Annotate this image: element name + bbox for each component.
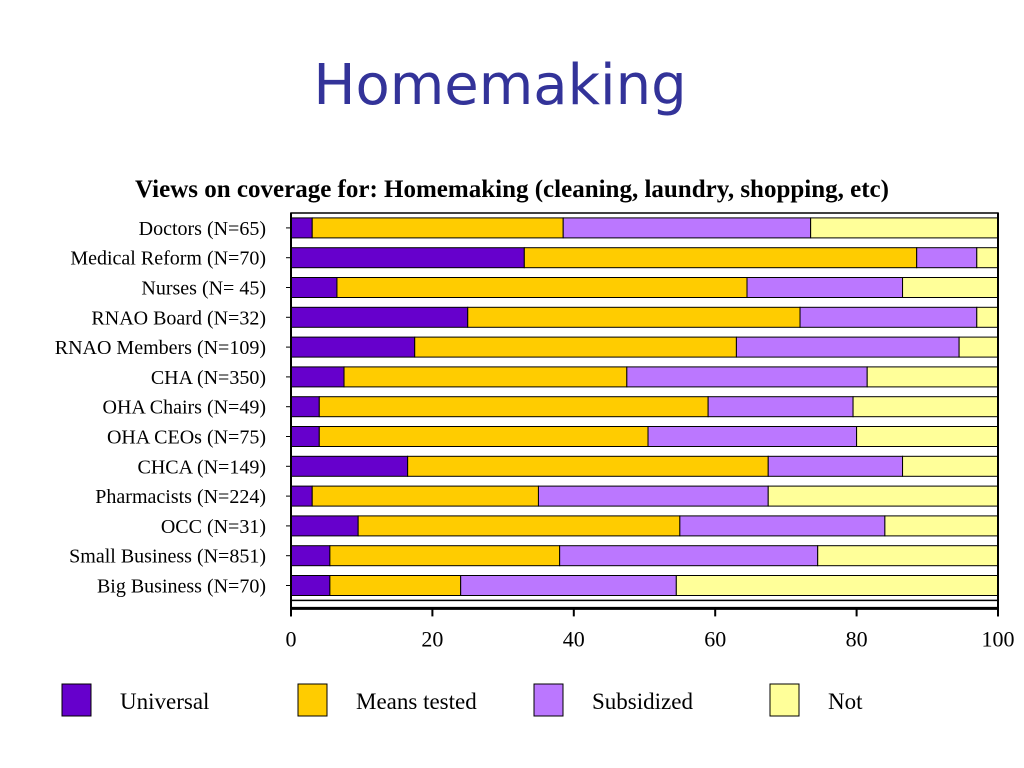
legend-label: Universal <box>120 689 209 714</box>
bar-segment <box>290 575 331 596</box>
bar-segment <box>357 515 681 537</box>
x-tick-label: 80 <box>846 626 868 651</box>
bar-segment <box>562 217 812 239</box>
bar-segment <box>343 366 628 388</box>
bar-segment <box>559 545 819 567</box>
category-label: RNAO Members (N=109) <box>55 337 266 359</box>
bar-segment <box>537 485 769 507</box>
bar-segment <box>735 336 960 358</box>
category-label: Small Business (N=851) <box>69 546 266 568</box>
category-label: Doctors (N=65) <box>139 218 266 240</box>
bar-segment <box>290 545 331 567</box>
x-tick-label: 100 <box>982 626 1015 651</box>
bar-segment <box>767 455 904 477</box>
x-axis: 0 20 40 60 80 100 <box>286 212 1015 651</box>
category-label: OCC (N=31) <box>161 516 266 538</box>
category-labels: Doctors (N=65) Medical Reform (N=70) Nurse… <box>55 218 266 598</box>
bar-segment <box>311 485 539 507</box>
bar-segment <box>679 515 886 537</box>
bar-segment <box>311 217 564 239</box>
bar-segment <box>290 396 320 418</box>
bar-segment <box>414 336 737 358</box>
bar-segment <box>884 515 999 537</box>
bar-segment <box>290 455 409 477</box>
x-tick-label: 60 <box>704 626 726 651</box>
chart-title: Views on coverage for: Homemaking (clean… <box>135 176 889 203</box>
bar-segment <box>290 277 338 298</box>
bar-segment <box>958 336 999 358</box>
bar-segment <box>407 455 769 477</box>
bar-segment <box>902 455 999 477</box>
bar-segment <box>916 247 978 269</box>
category-label: Pharmacists (N=224) <box>95 486 266 508</box>
bar-segment <box>467 306 801 328</box>
x-tick-label: 40 <box>563 626 585 651</box>
x-tick-label: 0 <box>286 626 297 651</box>
bar-segment <box>329 575 462 596</box>
category-label: OHA Chairs (N=49) <box>103 397 267 419</box>
bar-segment <box>799 306 978 328</box>
legend-label: Means tested <box>356 689 477 714</box>
category-label: Big Business (N=70) <box>97 576 266 598</box>
bar-segment <box>976 306 999 328</box>
bar-segment <box>329 545 561 567</box>
bar-segment <box>707 396 854 418</box>
bar-segment <box>290 485 313 507</box>
bar-segment <box>290 217 313 239</box>
bar-segment <box>767 485 999 507</box>
bar-segment <box>856 426 999 447</box>
bar-segment <box>290 426 320 447</box>
bar-segment <box>318 396 709 418</box>
legend-swatch <box>769 683 800 717</box>
bar-segment <box>460 575 677 596</box>
bar-segment <box>810 217 999 239</box>
bar-segment <box>290 306 469 328</box>
bar-segment <box>647 426 858 447</box>
legend-swatch <box>61 683 92 717</box>
category-label: OHA CEOs (N=75) <box>107 427 266 449</box>
category-label: Medical Reform (N=70) <box>70 248 266 270</box>
bar-segment <box>318 426 649 447</box>
bar-segment <box>290 366 345 388</box>
bar-segment <box>523 247 918 269</box>
bar-segment <box>817 545 999 567</box>
bar-segment <box>290 247 525 269</box>
bar-segment <box>852 396 999 418</box>
legend-swatch <box>533 683 564 717</box>
category-label: CHA (N=350) <box>151 367 266 389</box>
bars-group <box>290 217 999 596</box>
bar-segment <box>902 277 999 298</box>
bar-segment <box>336 277 748 298</box>
bar-segment <box>866 366 999 388</box>
bar-segment <box>626 366 868 388</box>
bar-segment <box>675 575 999 596</box>
legend: Universal Means tested Subsidized Not <box>61 683 863 717</box>
bar-segment <box>746 277 904 298</box>
slide-title: Homemaking <box>313 53 687 118</box>
legend-swatch <box>297 683 328 717</box>
category-label: Nurses (N= 45) <box>141 278 266 300</box>
bar-segment <box>290 336 416 358</box>
bar-segment <box>976 247 999 269</box>
bar-segment <box>290 515 359 537</box>
category-label: CHCA (N=149) <box>137 456 266 478</box>
category-label: RNAO Board (N=32) <box>91 307 266 329</box>
x-tick-label: 20 <box>421 626 443 651</box>
legend-label: Subsidized <box>592 689 693 714</box>
legend-label: Not <box>828 689 863 714</box>
